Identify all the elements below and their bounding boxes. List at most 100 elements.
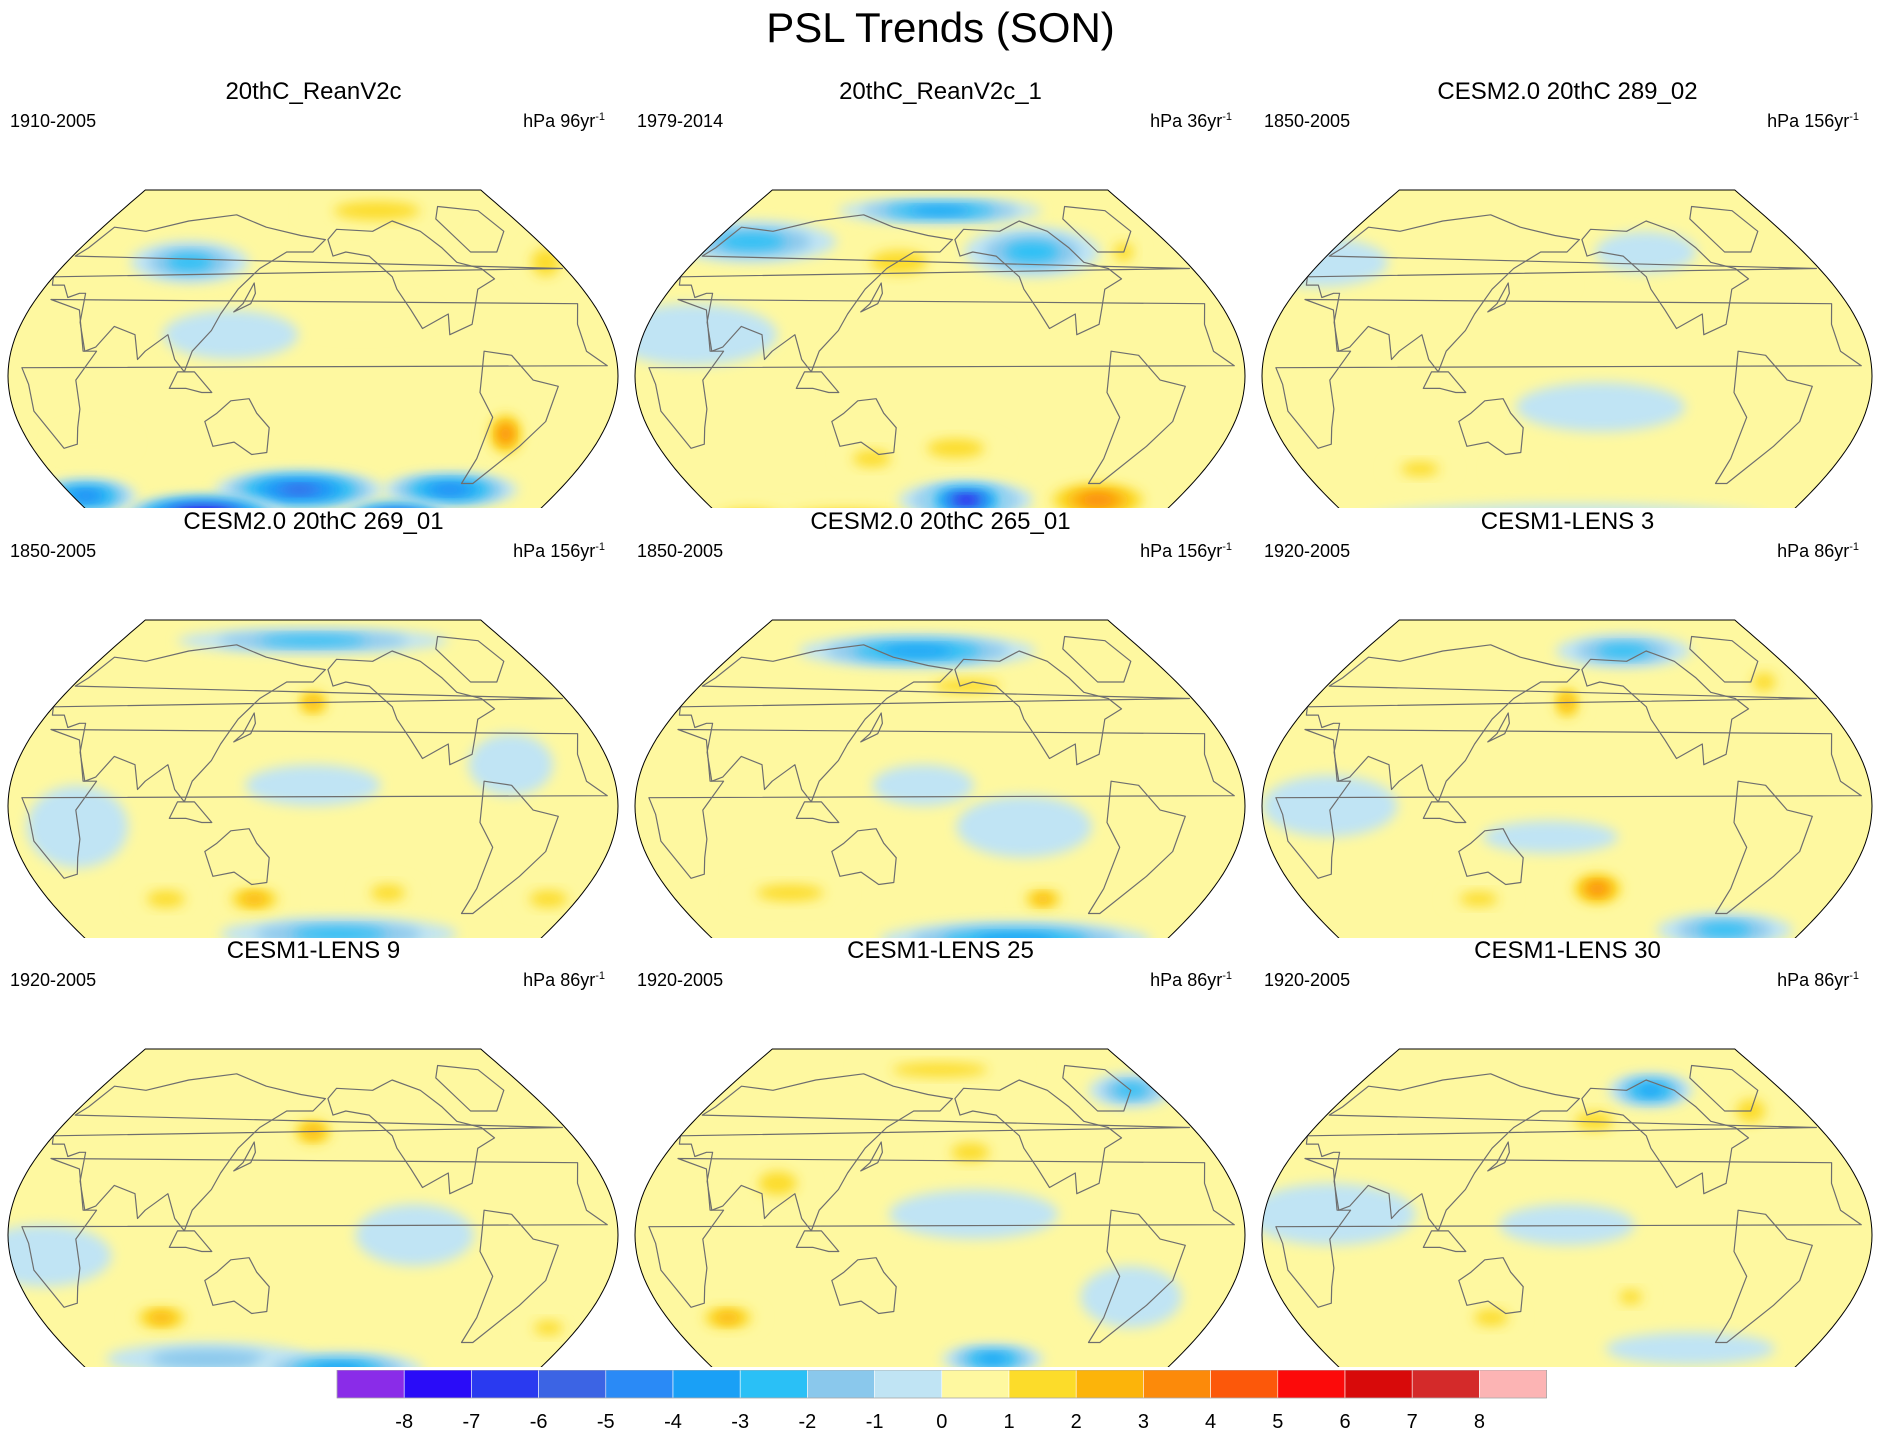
trend-contour — [245, 764, 381, 806]
coastline — [233, 1141, 256, 1172]
colorbar-tick-label: 3 — [1138, 1411, 1149, 1433]
units-value: 86yr — [1814, 541, 1850, 561]
coastline — [795, 371, 840, 394]
coastline — [860, 1141, 883, 1172]
coastline — [860, 712, 883, 743]
trend-contour — [292, 927, 386, 938]
map-frame — [7, 189, 619, 508]
coastline — [435, 205, 505, 253]
coastline — [1689, 635, 1759, 683]
panel-period: 1850-2005 — [1264, 111, 1351, 131]
coastline — [1087, 1209, 1186, 1344]
colorbar-tick-label: -8 — [395, 1411, 413, 1433]
units-exponent: -1 — [1222, 111, 1232, 123]
coastline — [648, 1157, 1235, 1308]
trend-contour — [292, 1360, 384, 1367]
coastline — [51, 644, 563, 803]
units-value: 36yr — [1187, 111, 1223, 131]
coastline — [954, 650, 1123, 766]
coastline — [678, 214, 1190, 373]
colorbar-box — [1277, 1370, 1346, 1399]
map-plot — [634, 619, 1246, 938]
coastline — [1422, 801, 1467, 824]
units-exponent: -1 — [1849, 541, 1859, 553]
trend-contour — [1588, 883, 1607, 895]
units-prefix: hPa — [1150, 111, 1183, 131]
coastline — [51, 1073, 563, 1232]
field-background — [1262, 190, 1872, 508]
map-panel: CESM2.0 20thC 269_01 1850-2005 hPa 156yr-1 — [0, 508, 627, 938]
coastline — [1581, 650, 1750, 766]
coastline — [168, 801, 213, 824]
trend-contour — [162, 309, 299, 360]
trend-contour — [977, 1354, 1008, 1364]
units-exponent: -1 — [595, 111, 605, 123]
panel-period: 1850-2005 — [10, 541, 97, 561]
trend-contour — [956, 795, 1092, 858]
coastline — [648, 298, 1235, 449]
units-prefix: hPa — [1150, 970, 1183, 990]
coastline — [21, 298, 608, 449]
colorbar-box — [1008, 1370, 1077, 1399]
panel-title: 20thC_ReanV2c — [225, 78, 402, 105]
panel-title: CESM1-LENS 3 — [1480, 508, 1655, 535]
coastline — [21, 728, 608, 879]
panel-title: CESM1-LENS 30 — [1474, 937, 1661, 964]
colorbar-box — [1344, 1370, 1413, 1399]
trend-contour — [959, 497, 973, 503]
trend-contour — [1515, 382, 1686, 432]
colorbar-tick-label: -6 — [530, 1411, 548, 1433]
trend-contour — [73, 491, 99, 500]
units-value: 86yr — [1814, 970, 1850, 990]
coastline — [460, 350, 559, 485]
units-prefix: hPa — [1140, 541, 1173, 561]
panel-units: hPa 96yr-1 — [523, 107, 605, 131]
trend-contour — [1595, 231, 1697, 273]
trend-contour — [529, 890, 568, 908]
coastline — [1062, 205, 1132, 253]
colorbar-box — [336, 1370, 405, 1399]
colorbar-tick-label: -2 — [799, 1411, 817, 1433]
trend-contour — [150, 1349, 266, 1367]
map-plot — [1261, 1048, 1873, 1367]
colorbar: -8 -7 -6 -5 -4 -3 -2 -1 0 1 2 3 4 5 6 7 8 — [336, 1370, 1547, 1433]
panel-period: 1920-2005 — [10, 970, 97, 990]
panel-period: 1850-2005 — [637, 541, 724, 561]
colorbar-box — [874, 1370, 943, 1399]
coastline — [1458, 828, 1524, 886]
trend-contour — [881, 646, 954, 656]
trend-contour — [911, 926, 1120, 938]
coastline — [1458, 1257, 1524, 1315]
coastline — [1275, 1157, 1862, 1308]
coastline — [795, 1230, 840, 1253]
map-panel: 20thC_ReanV2c_1 1979-2014 hPa 36yr-1 — [627, 78, 1254, 508]
units-prefix: hPa — [1777, 541, 1810, 561]
trend-contour — [714, 1312, 742, 1324]
coastline — [1062, 635, 1132, 683]
panel-units: hPa 36yr-1 — [1150, 107, 1232, 131]
coastline — [435, 1064, 505, 1112]
panel-units: hPa 156yr-1 — [1767, 107, 1859, 131]
map-panel: CESM1-LENS 30 1920-2005 hPa 86yr-1 — [1254, 937, 1881, 1367]
coastline — [327, 1079, 496, 1195]
colorbar-tick-label: 4 — [1205, 1411, 1216, 1433]
panel-title: CESM2.0 20thC 265_01 — [810, 508, 1071, 535]
colorbar-outline — [336, 1370, 1547, 1399]
trend-contour — [1605, 1332, 1775, 1366]
coastline — [1305, 644, 1817, 803]
units-value: 86yr — [1187, 970, 1223, 990]
coastline — [795, 801, 840, 824]
colorbar-box — [1075, 1370, 1144, 1399]
trend-contour — [1474, 1309, 1509, 1326]
map-frame — [7, 1048, 619, 1367]
units-value: 156yr — [550, 541, 596, 561]
map-plot — [634, 189, 1246, 508]
map-panel: 20thC_ReanV2c 1910-2005 hPa 96yr-1 — [0, 78, 627, 508]
trend-contour — [1637, 1085, 1664, 1096]
coastline — [435, 635, 505, 683]
trend-contour — [926, 439, 985, 458]
map-plot — [7, 1048, 619, 1367]
map-frame — [1261, 189, 1873, 508]
map-panel: CESM2.0 20thC 289_02 1850-2005 hPa 156yr-1 — [1254, 78, 1881, 508]
trend-contour — [1262, 775, 1398, 837]
